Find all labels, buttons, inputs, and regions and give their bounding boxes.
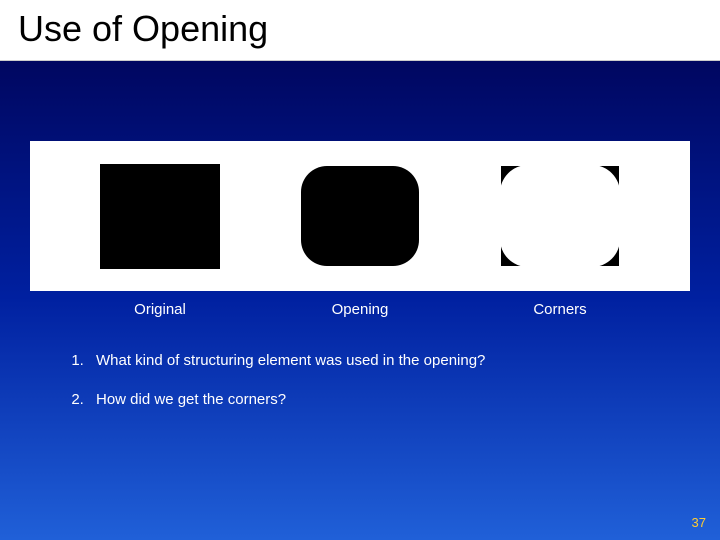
question-list: What kind of structuring element was use… [60, 352, 720, 408]
panel-opening [298, 161, 423, 271]
panel-corners [498, 161, 623, 271]
figure-strip [30, 141, 690, 291]
caption-row: Original Opening Corners [30, 301, 690, 318]
slide-title: Use of Opening [0, 0, 720, 61]
question-1: What kind of structuring element was use… [88, 352, 720, 369]
panel-original [98, 161, 223, 271]
page-number: 37 [692, 515, 706, 530]
caption-corners: Corners [495, 301, 625, 318]
question-2: How did we get the corners? [88, 391, 720, 408]
shape-corners-residual [501, 166, 619, 266]
caption-opening: Opening [295, 301, 425, 318]
shape-opening-rounded [301, 166, 419, 266]
caption-original: Original [95, 301, 225, 318]
shape-original-square [100, 164, 220, 269]
